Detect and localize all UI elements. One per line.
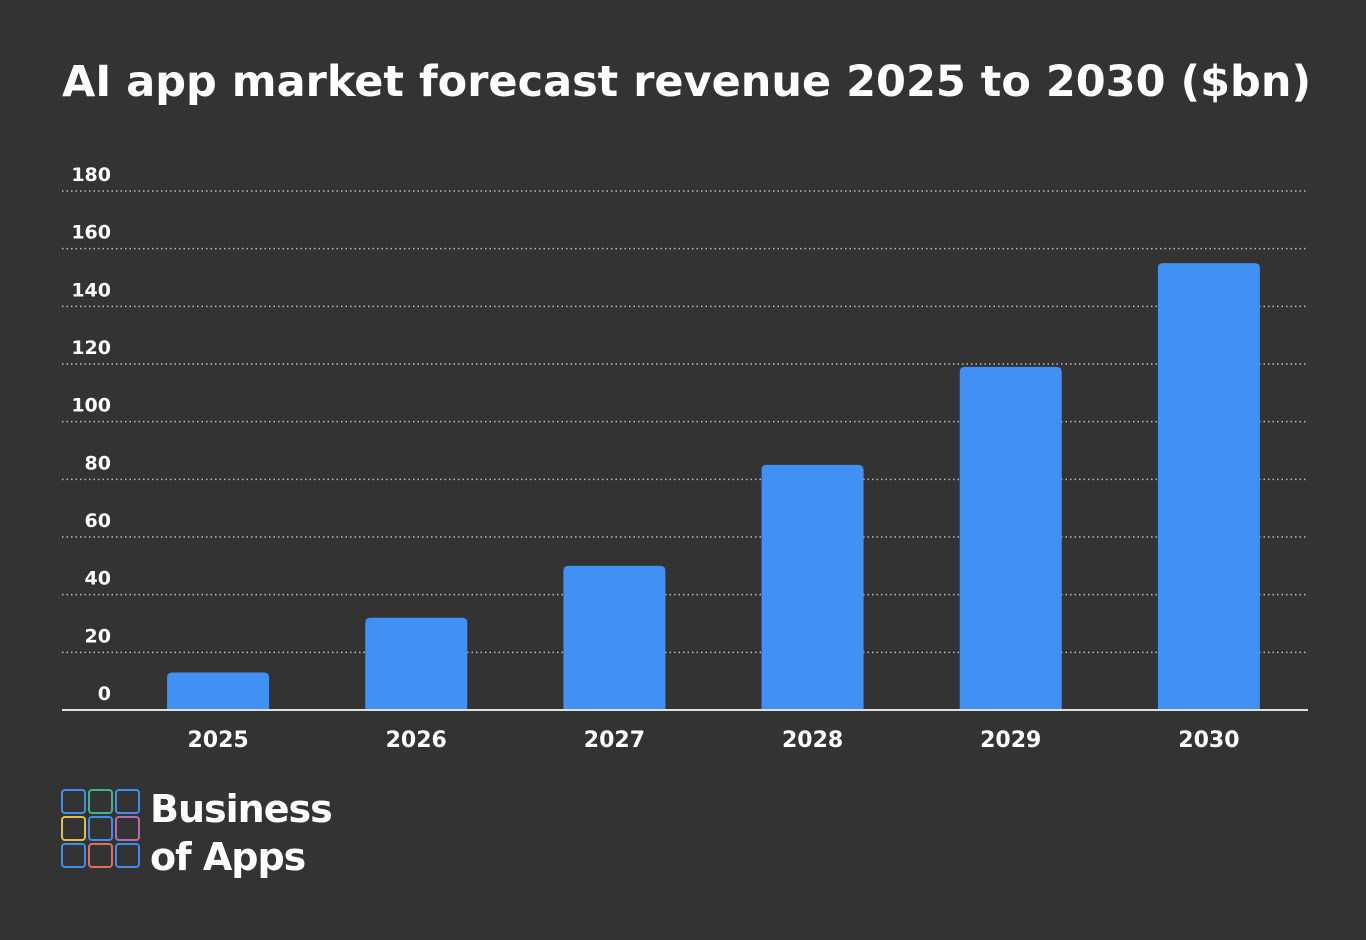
brand-name: Business xyxy=(150,787,332,831)
y-tick-label: 40 xyxy=(85,568,111,590)
bar xyxy=(959,366,1062,710)
bar xyxy=(563,565,666,710)
logo-icon xyxy=(61,789,140,868)
chart-title: AI app market forecast revenue 2025 to 2… xyxy=(62,57,1311,107)
x-tick-label: 2029 xyxy=(980,728,1041,753)
bar xyxy=(1157,263,1260,710)
y-tick-label: 180 xyxy=(71,164,111,186)
x-tick-label: 2026 xyxy=(386,728,447,753)
brand-name: of Apps xyxy=(150,835,305,879)
x-tick-label: 2025 xyxy=(187,728,248,753)
y-tick-label: 20 xyxy=(85,625,111,647)
x-tick-label: 2030 xyxy=(1178,728,1239,753)
x-tick-label: 2028 xyxy=(782,728,843,753)
bar xyxy=(167,672,270,710)
bar xyxy=(761,464,864,710)
y-tick-label: 60 xyxy=(85,510,111,532)
x-tick-label: 2027 xyxy=(584,728,645,753)
y-tick-label: 0 xyxy=(98,683,111,705)
y-tick-label: 160 xyxy=(71,222,111,244)
bar xyxy=(365,617,468,710)
y-tick-label: 140 xyxy=(71,279,111,301)
y-tick-label: 120 xyxy=(71,337,111,359)
y-tick-label: 100 xyxy=(71,395,111,417)
y-tick-label: 80 xyxy=(85,452,111,474)
